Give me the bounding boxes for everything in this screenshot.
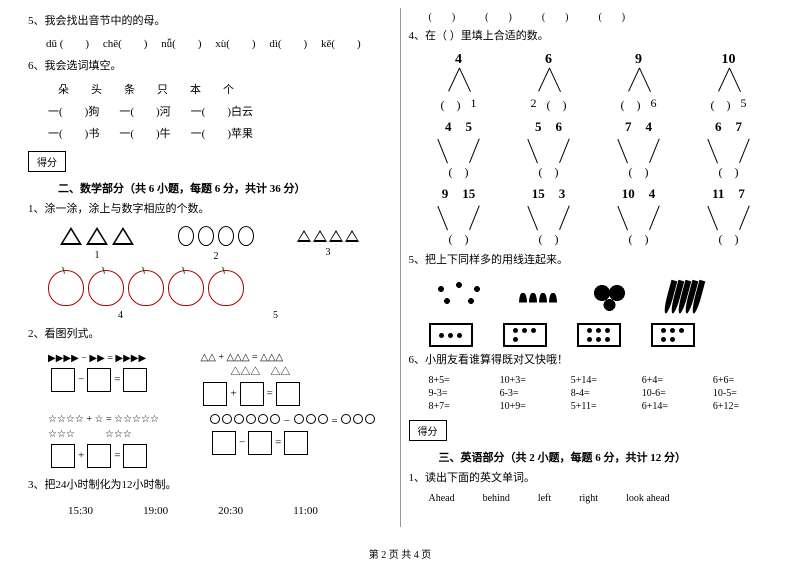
q4-title: 4、在（ ）里填上合适的数。: [409, 28, 773, 46]
roses-icon: [587, 277, 637, 317]
splits3: 915( )153( )104( )117( ): [429, 186, 773, 247]
q6-row1: 一( )狗 一( )河 一( )白云: [28, 103, 392, 119]
english-words: Ahead behind left right look ahead: [409, 493, 773, 504]
q6-title: 6、我会选词填空。: [28, 58, 392, 76]
q2-1: 1、涂一涂，涂上与数字相应的个数。: [28, 201, 392, 219]
q5r-title: 5、把上下同样多的用线连起来。: [409, 252, 773, 270]
flowers-icon: [429, 277, 489, 317]
q6-row2: 一( )书 一( )牛 一( )苹果: [28, 125, 392, 141]
q5-title: 5、我会找出音节中的的母。: [28, 13, 392, 31]
q3-1: 1、读出下面的英文单词。: [409, 470, 773, 488]
times: 15:30 19:00 20:30 11:00: [28, 505, 392, 517]
shapes-row1: 1 2 3: [58, 226, 392, 262]
picture-row: [429, 277, 773, 317]
page-footer: 第 2 页 共 4 页: [0, 546, 800, 561]
q6-options: 朵 头 条 只 本 个: [28, 81, 392, 97]
section3-title: 三、英语部分（共 2 小题，每题 6 分，共计 12 分）: [439, 449, 773, 465]
apples-row: [48, 270, 392, 306]
score-box2: 得分: [409, 420, 447, 441]
right-column: ( ) ( ) ( ) ( ) 4、在（ ）里填上合适的数。 4( )162( …: [401, 8, 781, 527]
carrots-icon: [667, 280, 701, 314]
dot-row: [429, 323, 773, 347]
q2-3: 3、把24小时制化为12小时制。: [28, 477, 392, 495]
arith-grid: 8+5=10+3=5+14=6+4=6+6=9-3=6-3=8-4=10-6=1…: [409, 375, 773, 412]
splits1: 4( )162( )9( )610( )5: [429, 52, 773, 113]
score-box: 得分: [28, 151, 66, 172]
tulips-icon: [519, 277, 557, 317]
q5-items: dū ( ) chē( ) nǚ( ) xù( ) dì( ) kě( ): [28, 36, 392, 54]
section2-title: 二、数学部分（共 6 小题，每题 6 分，共计 36 分）: [58, 180, 392, 196]
splits2: 45( )56( )74( )67( ): [429, 119, 773, 180]
q6r-title: 6、小朋友看谁算得既对又快哦！: [409, 352, 773, 370]
left-column: 5、我会找出音节中的的母。 dū ( ) chē( ) nǚ( ) xù( ) …: [20, 8, 401, 527]
equations: ▶▶▶▶ − ▶▶ = ▶▶▶▶ −= △△ + △△△ = △△△ △△△ △…: [48, 352, 392, 472]
q2-2: 2、看图列式。: [28, 326, 392, 344]
paren-top: ( ) ( ) ( ) ( ): [409, 8, 773, 23]
